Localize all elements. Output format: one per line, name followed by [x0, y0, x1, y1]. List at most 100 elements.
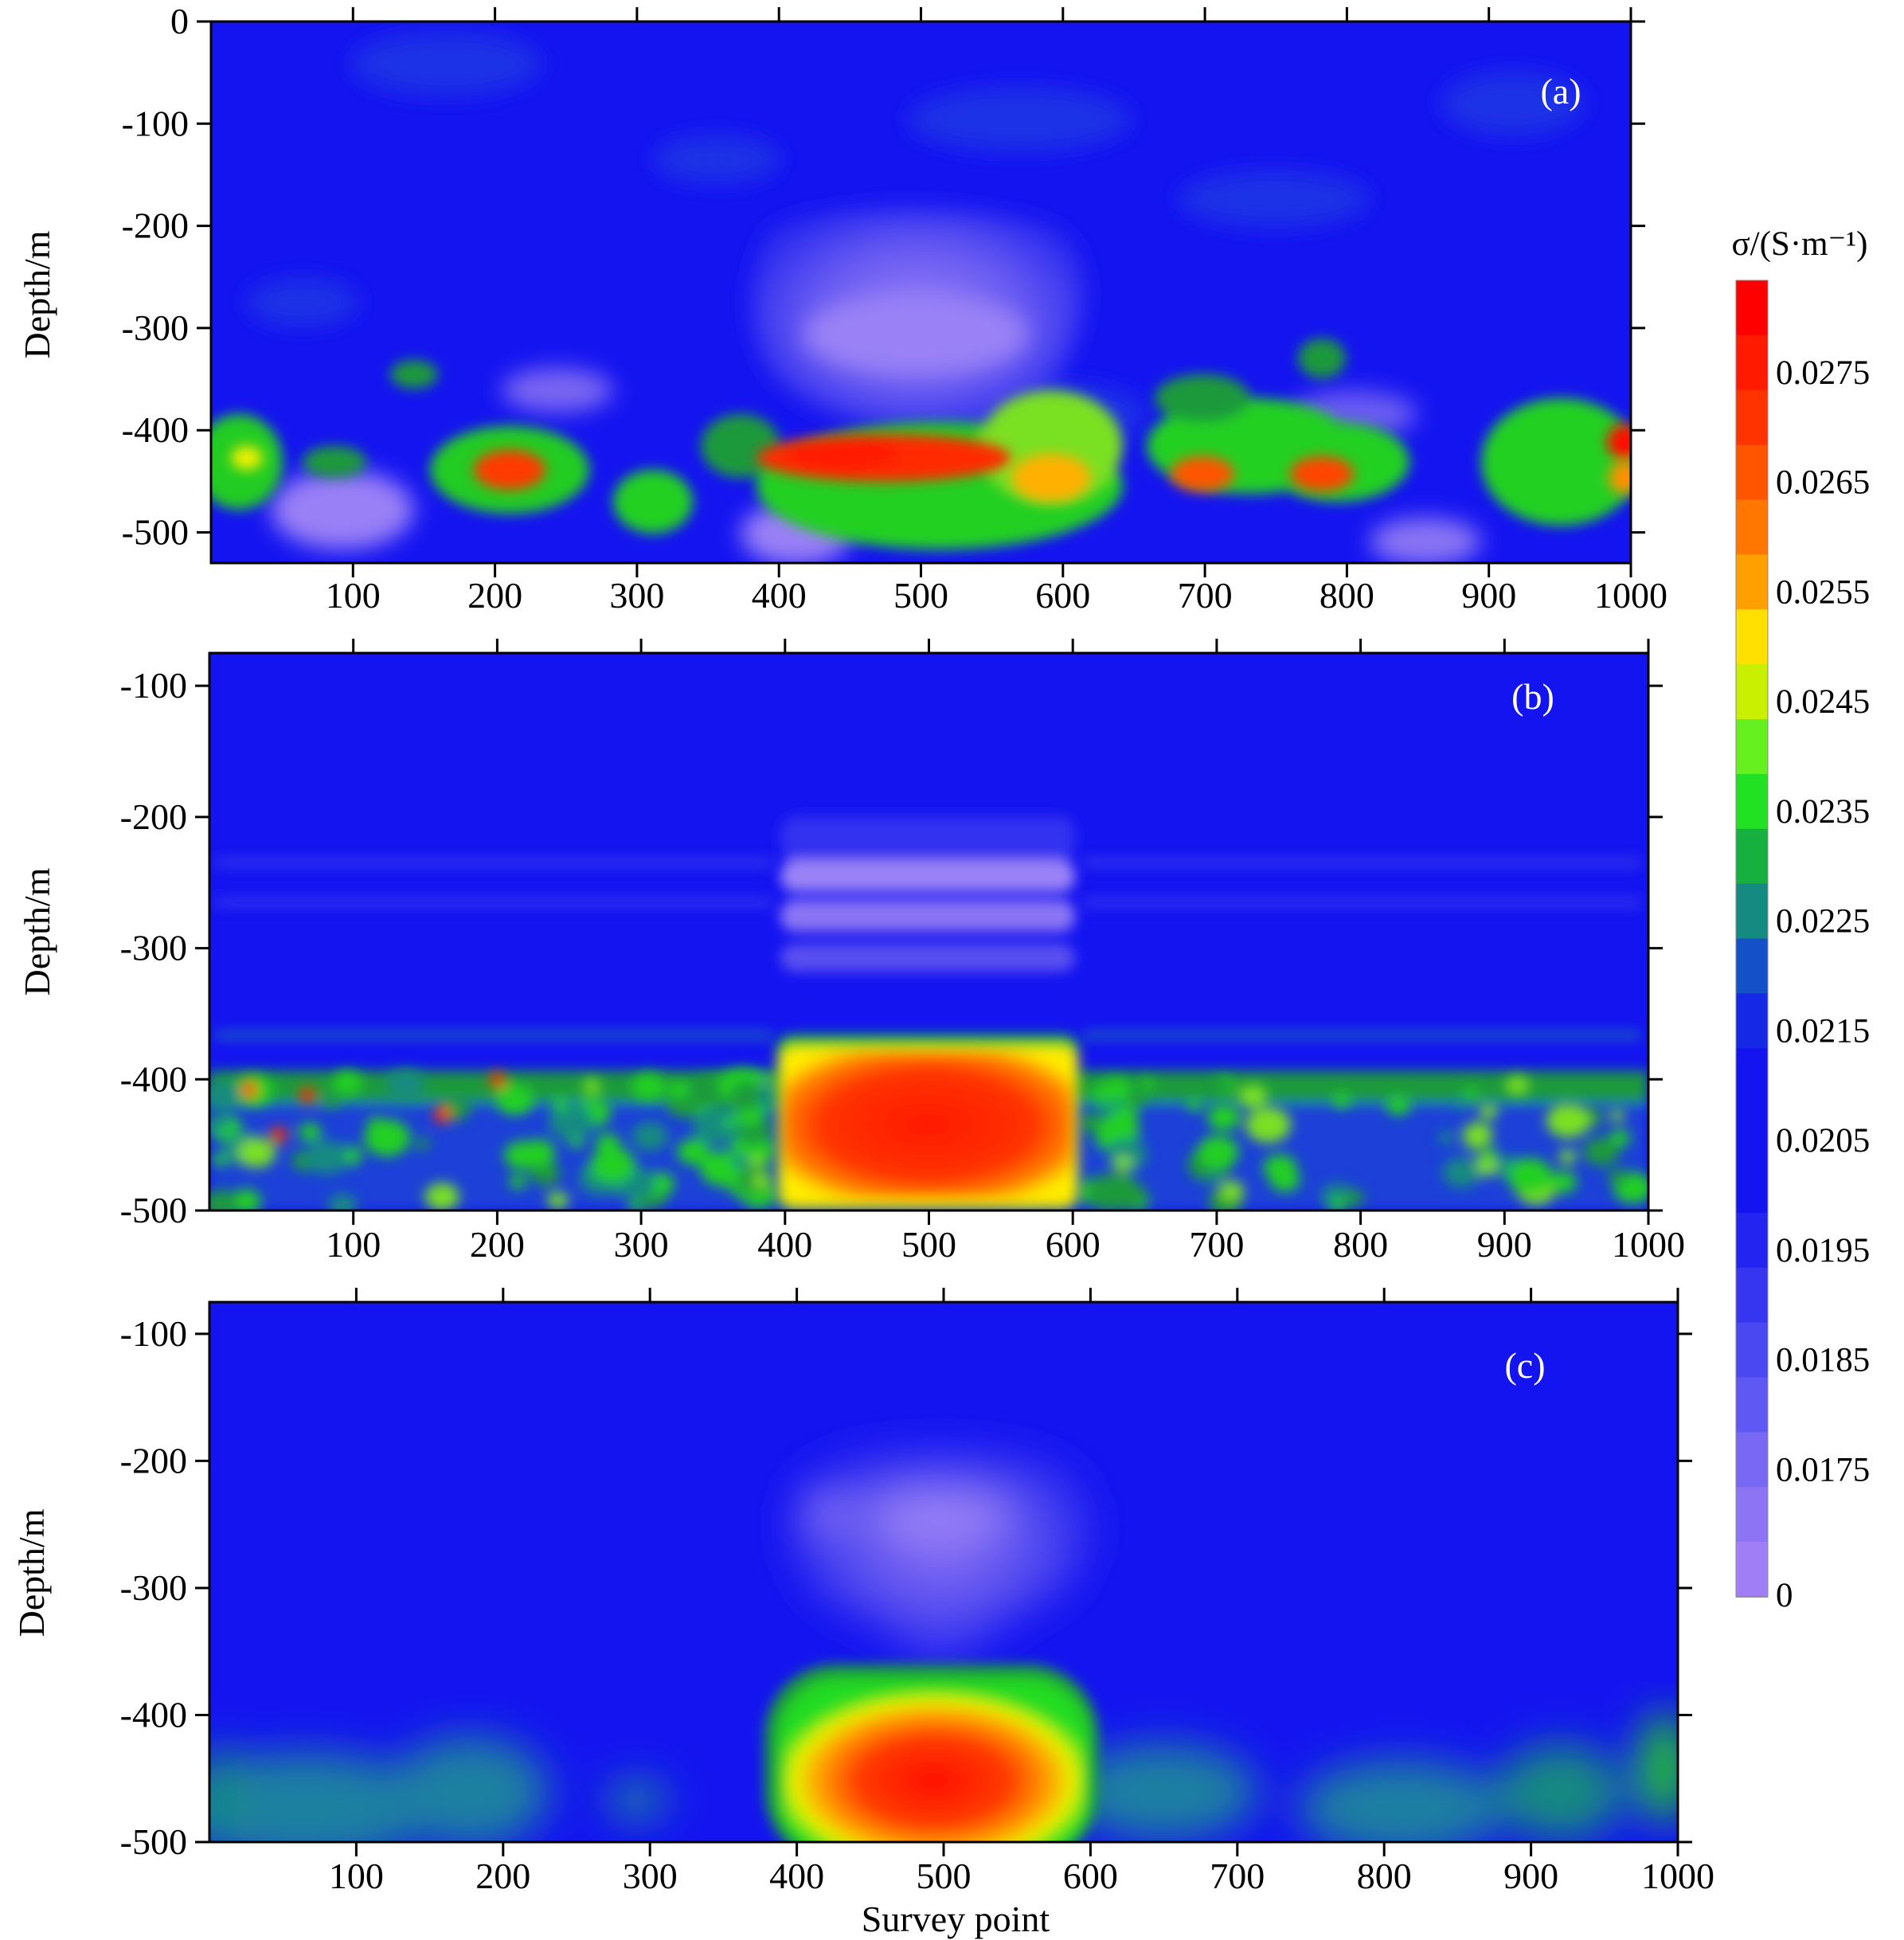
speckle — [1550, 1171, 1578, 1194]
hot-speckle — [434, 1107, 450, 1123]
speckle — [1238, 1084, 1268, 1108]
colorbar-label: 0.0265 — [1776, 464, 1870, 502]
colorbar-swatch — [1736, 1212, 1768, 1269]
y-tick-label: -500 — [120, 1821, 187, 1862]
speckle — [1462, 1122, 1493, 1147]
speckle — [1343, 1189, 1364, 1207]
y-tick-label: -500 — [120, 1190, 187, 1230]
y-tick-label: 0 — [170, 1, 189, 41]
colorbar-swatch — [1736, 1542, 1768, 1598]
y-tick-label: -100 — [120, 1313, 187, 1354]
speckle — [1141, 1078, 1155, 1089]
colorbar-label: 0.0195 — [1776, 1232, 1870, 1269]
x-tick-label: 500 — [893, 575, 948, 616]
speckle — [1332, 1092, 1351, 1108]
colorbar-swatch — [1736, 773, 1768, 830]
speckle — [1505, 1076, 1530, 1095]
colorbar-swatch — [1736, 828, 1768, 885]
speckle — [1558, 1149, 1577, 1164]
panel-b-field — [209, 816, 1648, 1211]
panel-a-ylabel: Depth/m — [17, 230, 57, 358]
y-tick-label: -300 — [120, 1567, 187, 1608]
y-tick-label: -200 — [120, 796, 187, 837]
y-tick-label: -300 — [120, 928, 187, 968]
x-tick-label: 1000 — [1641, 1856, 1714, 1896]
x-tick-label: 300 — [614, 1224, 669, 1265]
x-tick-label: 600 — [1035, 575, 1090, 616]
colorbar-label: 0.0205 — [1776, 1122, 1870, 1160]
speckle — [230, 1189, 261, 1211]
speckle — [737, 1120, 768, 1145]
x-tick-label: 700 — [1178, 575, 1233, 616]
colorbar-swatch — [1736, 883, 1768, 940]
panel-c-tag: (c) — [1504, 1345, 1545, 1386]
x-tick-label: 700 — [1189, 1224, 1244, 1265]
speckle — [668, 1081, 690, 1099]
panel-a-hot-zones — [231, 424, 1631, 502]
x-tick-label: 500 — [901, 1224, 956, 1265]
speckle — [1187, 1098, 1202, 1112]
hot-speckle — [299, 1087, 315, 1103]
speckle — [1442, 1157, 1480, 1188]
colorbar-label: 0.0215 — [1776, 1012, 1870, 1050]
panel-b-axes: 100 200 300 400 500 600 700 800 900 1000 -100 -200 -… — [120, 639, 1685, 1265]
hot-speckle — [490, 1072, 506, 1088]
panel-b-speckles — [209, 1068, 1648, 1211]
speckle — [1218, 1180, 1245, 1201]
panel-a-tag: (a) — [1540, 71, 1581, 111]
y-tick-label: -100 — [122, 103, 189, 143]
colorbar: σ/(S·m⁻¹) 0.0275 0.0265 0.0255 0.0245 0.0235… — [1731, 225, 1870, 1614]
speckle — [1507, 1158, 1553, 1195]
speckle — [1454, 1098, 1468, 1109]
panel-b: 100 200 300 400 500 600 700 800 900 1000 -100 -200 -… — [17, 639, 1685, 1265]
panel-c-xlabel: Survey point — [862, 1899, 1050, 1939]
x-tick-label: 600 — [1063, 1856, 1118, 1896]
speckle — [1386, 1095, 1411, 1116]
colorbar-label: 0 — [1776, 1577, 1793, 1614]
speckle — [1108, 1179, 1146, 1211]
colorbar-label: 0.0255 — [1776, 573, 1870, 611]
speckle — [385, 1069, 425, 1101]
colorbar-swatch — [1736, 280, 1768, 336]
speckle — [238, 1137, 276, 1168]
speckle — [1263, 1154, 1297, 1182]
speckle — [1583, 1137, 1620, 1166]
speckle — [209, 1081, 240, 1109]
speckle — [582, 1078, 601, 1093]
panel-a-low-anomaly — [271, 208, 1481, 563]
panel-b-stripes — [215, 859, 1640, 1039]
y-tick-label: -200 — [122, 205, 189, 246]
colorbar-swatch — [1736, 1158, 1768, 1214]
speckle — [1608, 1168, 1628, 1185]
x-tick-label: 600 — [1046, 1224, 1101, 1265]
speckle — [551, 1096, 570, 1111]
panel-c-hot-zone — [764, 1664, 1099, 1842]
speckle — [677, 1138, 710, 1165]
panel-b-hot-zone — [776, 1035, 1079, 1211]
speckle — [367, 1117, 384, 1131]
y-tick-label: -400 — [120, 1694, 187, 1735]
speckle — [212, 1152, 229, 1167]
speckle — [752, 1173, 772, 1188]
speckle — [332, 1071, 363, 1095]
panel-c-field — [209, 1451, 1678, 1842]
panel-a: 100 200 300 400 500 600 700 800 900 1000 0 -100 -200… — [17, 1, 1667, 616]
x-tick-label: 100 — [326, 575, 381, 616]
colorbar-swatch — [1736, 719, 1768, 775]
speckle — [1328, 1199, 1346, 1211]
x-tick-label: 500 — [917, 1856, 972, 1896]
x-tick-label: 1000 — [1612, 1224, 1685, 1265]
speckle — [1102, 1078, 1132, 1101]
panel-b-tag: (b) — [1511, 676, 1554, 717]
x-tick-label: 100 — [326, 1224, 381, 1265]
speckle — [1197, 1135, 1239, 1169]
speckle — [1206, 1171, 1222, 1184]
speckle — [509, 1175, 526, 1189]
speckle — [424, 1183, 459, 1211]
colorbar-frame — [1735, 280, 1769, 1598]
speckle — [323, 1093, 341, 1109]
colorbar-swatch — [1736, 664, 1768, 720]
x-tick-label: 700 — [1210, 1856, 1265, 1896]
panel-c-low-anomaly — [792, 1451, 1089, 1664]
